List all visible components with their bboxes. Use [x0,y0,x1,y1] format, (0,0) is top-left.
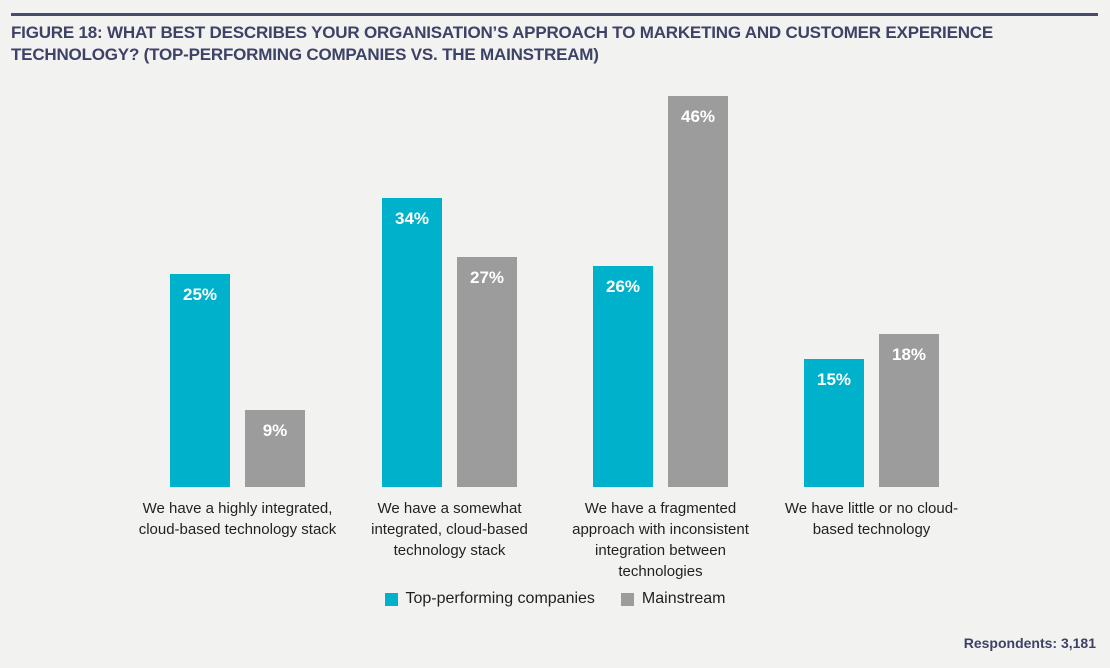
bar-top-performing-4: 15% [804,359,864,487]
legend-label: Top-performing companies [405,590,595,607]
bar-top-performing-1: 25% [170,274,230,487]
figure-title: FIGURE 18: WHAT BEST DESCRIBES YOUR ORGA… [11,23,993,64]
bar-mainstream-1: 9% [245,410,305,487]
bar-top-performing-3: 26% [593,266,653,487]
legend-item-top-performing: Top-performing companies [384,590,595,608]
legend-swatch-top-performing [384,592,398,606]
bar-mainstream-2: 27% [457,257,517,487]
category-labels: We have a highly integrated, cloud-based… [0,498,1110,588]
bar-value-label: 27% [469,268,505,287]
category-label-1: We have a highly integrated, cloud-based… [138,500,337,538]
chart-legend: Top-performing companies Mainstream [0,590,1110,608]
legend-swatch-mainstream [620,592,634,606]
bar-mainstream-3: 46% [668,96,728,487]
bar-value-label: 9% [262,421,288,440]
respondents-note: Respondents: 3,181 [963,635,1096,651]
category-label-3: We have a fragmented approach with incon… [572,500,749,580]
bar-top-performing-2: 34% [382,198,442,487]
bar-value-label: 15% [816,370,852,389]
bar-value-label: 25% [182,285,218,304]
category-label-4: We have little or no cloud- based techno… [784,500,959,538]
bar-value-label: 34% [394,209,430,228]
legend-label: Mainstream [641,590,726,607]
legend-item-mainstream: Mainstream [620,590,726,608]
bar-mainstream-4: 18% [879,334,939,487]
bar-chart-plot: 25% 9% 34% 27% 26% 46% 15% 18% [0,90,1110,487]
bar-value-label: 46% [680,107,716,126]
bar-value-label: 18% [891,345,927,364]
category-label-2: We have a somewhat integrated, cloud-bas… [371,500,528,559]
title-rule [11,13,1098,16]
bar-value-label: 26% [605,277,641,296]
